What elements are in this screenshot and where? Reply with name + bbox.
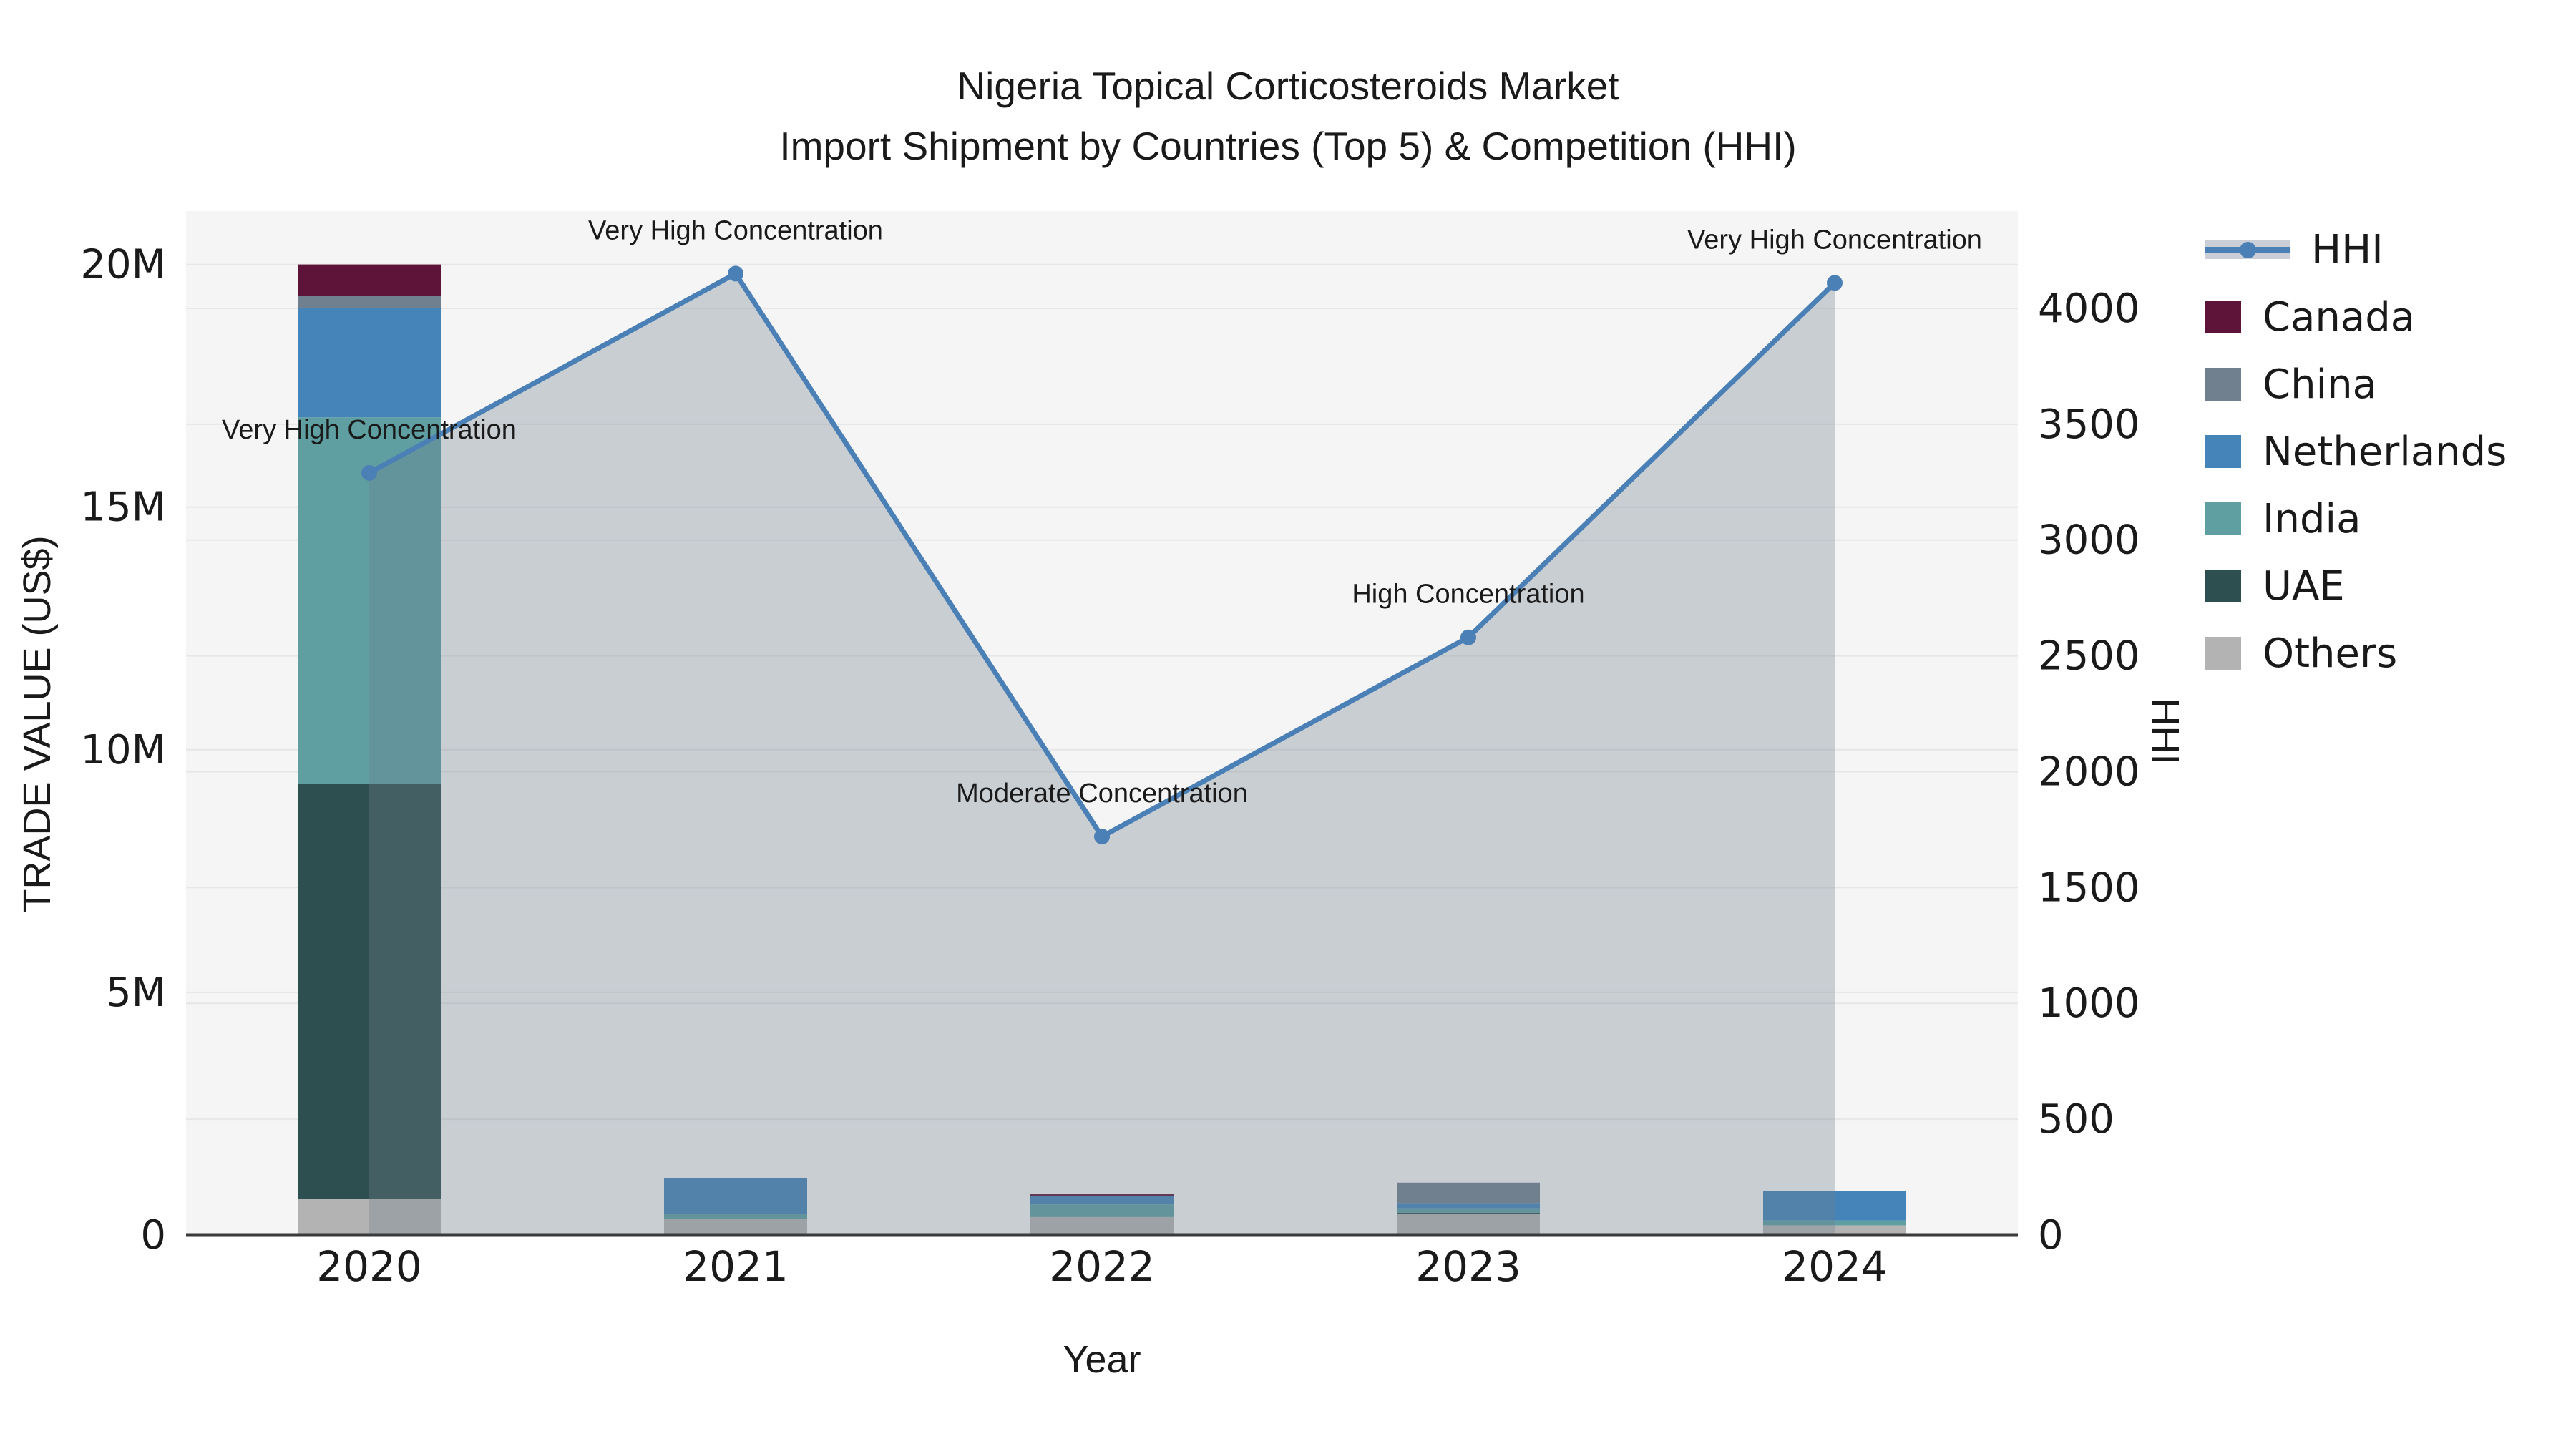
legend-hhi-dot xyxy=(2240,242,2256,258)
bar-segment-others-2020 xyxy=(298,1199,441,1235)
bar-segment-others-2024 xyxy=(1763,1225,1906,1235)
bar-segment-india-2023 xyxy=(1397,1208,1540,1213)
legend-label: HHI xyxy=(2311,226,2384,273)
annotation-2021: Very High Concentration xyxy=(588,215,883,245)
y-left-tick-10M: 10M xyxy=(80,727,166,774)
bar-segment-others-2022 xyxy=(1030,1216,1174,1235)
bar-segment-netherlands-2020 xyxy=(298,308,441,418)
legend-swatch-others xyxy=(2205,637,2241,670)
hhi-area-fill xyxy=(369,273,1835,1235)
legend-swatch-uae xyxy=(2205,570,2241,602)
legend-label: Canada xyxy=(2263,293,2416,341)
x-tick-2024: 2024 xyxy=(1782,1242,1888,1291)
annotation-2024: Very High Concentration xyxy=(1687,225,1982,255)
x-axis-title: Year xyxy=(1063,1338,1141,1381)
y-right-tick-3000: 3000 xyxy=(2038,517,2140,564)
y-right-tick-500: 500 xyxy=(2038,1096,2114,1143)
hhi-marker-2024 xyxy=(1827,275,1843,291)
legend-swatch-netherlands xyxy=(2205,435,2241,468)
bar-segment-netherlands-2024 xyxy=(1763,1191,1906,1221)
y-right-tick-2000: 2000 xyxy=(2038,748,2140,795)
bar-segment-canada-2022 xyxy=(1030,1194,1174,1196)
annotation-2022: Moderate Concentration xyxy=(956,779,1248,809)
y-right-axis-title: HHI xyxy=(2144,698,2187,765)
x-tick-2023: 2023 xyxy=(1415,1242,1521,1291)
hhi-marker-2022 xyxy=(1094,829,1110,845)
legend-swatch-china xyxy=(2205,368,2241,401)
bar-segment-others-2023 xyxy=(1397,1214,1540,1235)
legend: HHI Canada China Netherlands India UAE Others xyxy=(2205,216,2507,687)
chart-subtitle: Import Shipment by Countries (Top 5) & C… xyxy=(779,124,1797,168)
y-left-tick-15M: 15M xyxy=(80,484,166,531)
bar-segment-canada-2020 xyxy=(298,264,441,296)
bar-segment-uae-2023 xyxy=(1397,1212,1540,1214)
chart-title: Nigeria Topical Corticosteroids Market xyxy=(957,64,1619,108)
y-left-axis-title: TRADE VALUE (US$) xyxy=(16,535,59,912)
bar-segment-netherlands-2021 xyxy=(664,1177,807,1214)
legend-item-india: India xyxy=(2205,485,2507,552)
bar-segment-china-2020 xyxy=(298,296,441,308)
bar-segment-india-2021 xyxy=(664,1214,807,1219)
bar-segment-uae-2020 xyxy=(298,784,441,1199)
x-tick-2022: 2022 xyxy=(1049,1242,1155,1291)
annotation-2023: High Concentration xyxy=(1352,580,1584,610)
bar-segment-india-2022 xyxy=(1030,1204,1174,1217)
legend-swatch-canada xyxy=(2205,301,2241,333)
y-left-tick-0: 0 xyxy=(140,1212,166,1259)
y-right-tick-1000: 1000 xyxy=(2038,980,2140,1027)
hhi-marker-2023 xyxy=(1460,629,1476,645)
legend-hhi-line-icon xyxy=(2205,233,2290,266)
legend-label: Netherlands xyxy=(2263,428,2507,475)
y-right-tick-1500: 1500 xyxy=(2038,864,2140,911)
hhi-marker-2021 xyxy=(728,265,743,282)
x-tick-2021: 2021 xyxy=(683,1242,789,1291)
legend-label: UAE xyxy=(2263,562,2345,610)
bar-segment-netherlands-2023 xyxy=(1397,1203,1540,1209)
legend-label: India xyxy=(2263,495,2361,542)
bar-segment-india-2024 xyxy=(1763,1220,1906,1226)
legend-item-others: Others xyxy=(2205,620,2507,687)
bar-segment-others-2021 xyxy=(664,1219,807,1235)
x-tick-2020: 2020 xyxy=(316,1242,422,1291)
bar-segment-china-2023 xyxy=(1397,1182,1540,1204)
bar-segment-netherlands-2022 xyxy=(1030,1196,1174,1205)
legend-swatch-india xyxy=(2205,502,2241,535)
annotation-2020: Very High Concentration xyxy=(222,415,517,445)
y-left-tick-5M: 5M xyxy=(106,970,166,1016)
y-left-tick-20M: 20M xyxy=(80,242,166,288)
hhi-marker-2020 xyxy=(361,464,377,481)
legend-item-canada: Canada xyxy=(2205,283,2507,351)
legend-label: China xyxy=(2263,361,2377,408)
legend-item-china: China xyxy=(2205,351,2507,418)
y-right-tick-4000: 4000 xyxy=(2038,286,2140,332)
y-right-tick-0: 0 xyxy=(2038,1212,2064,1259)
y-right-tick-2500: 2500 xyxy=(2038,633,2140,680)
plot-area xyxy=(186,211,2018,1235)
legend-item-hhi: HHI xyxy=(2205,216,2507,283)
legend-item-netherlands: Netherlands xyxy=(2205,418,2507,485)
legend-label: Others xyxy=(2263,630,2398,677)
legend-item-uae: UAE xyxy=(2205,552,2507,620)
y-right-tick-3500: 3500 xyxy=(2038,401,2140,448)
